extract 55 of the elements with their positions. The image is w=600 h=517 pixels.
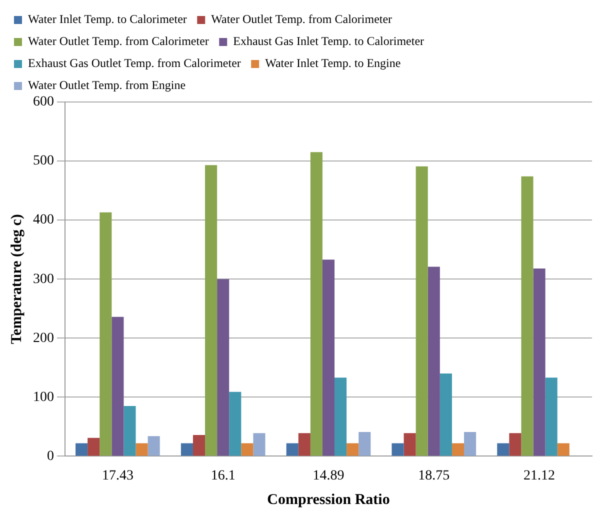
bar [464,432,476,456]
legend-label: Exhaust Gas Outlet Temp. from Calorimeter [28,56,241,70]
bar [521,176,534,456]
bar [229,392,242,456]
y-tick-label: 0 [47,448,54,464]
legend-label: Water Outlet Temp. from Engine [28,78,186,92]
bar [533,268,546,456]
x-tick-label: 16.1 [210,468,236,484]
legend-label: Exhaust Gas Inlet Temp. to Calorimeter [233,34,424,48]
bar [136,443,148,456]
y-tick-label: 200 [33,330,54,346]
bar [440,374,452,456]
bar [322,260,335,456]
bar [497,443,510,456]
bar [310,152,322,456]
bar [192,434,206,456]
bar [452,443,464,456]
bar [112,316,124,456]
legend-label: Water Outlet Temp. from Calorimeter [28,34,209,48]
y-tick-label: 400 [33,212,54,228]
bar [509,433,522,456]
x-tick-label: 21.12 [524,468,556,484]
legend-label: Water Inlet Temp. to Engine [265,56,401,70]
bar [148,436,160,456]
bar [100,212,112,456]
x-axis-title: Compression Ratio [267,492,390,508]
bar [124,406,136,456]
bar [404,433,416,456]
bar [346,443,359,456]
legend-label: Water Inlet Temp. to Calorimeter [28,12,187,26]
y-tick-label: 600 [33,94,54,110]
legend-label: Water Outlet Temp. from Calorimeter [211,12,392,26]
y-tick-label: 500 [33,154,54,169]
x-tick-label: 17.43 [102,468,134,484]
bar [557,443,570,456]
bar [428,266,440,456]
bar [392,443,404,456]
bar [180,443,193,456]
bar [334,378,347,456]
x-tick-label: 14.89 [312,468,344,484]
bar [286,443,298,456]
x-tick-label: 18.75 [418,468,450,484]
bar [358,432,371,456]
y-tick-label: 100 [33,390,54,405]
bar [298,433,310,456]
bar [253,433,266,456]
bar [88,438,100,456]
bar [76,443,88,456]
bar [416,166,428,456]
bar [217,279,230,456]
bar [241,443,254,456]
y-axis-title: Temperature (deg c) [8,214,25,344]
bar [205,165,218,456]
bar [545,378,558,456]
y-tick-label: 300 [33,272,54,287]
